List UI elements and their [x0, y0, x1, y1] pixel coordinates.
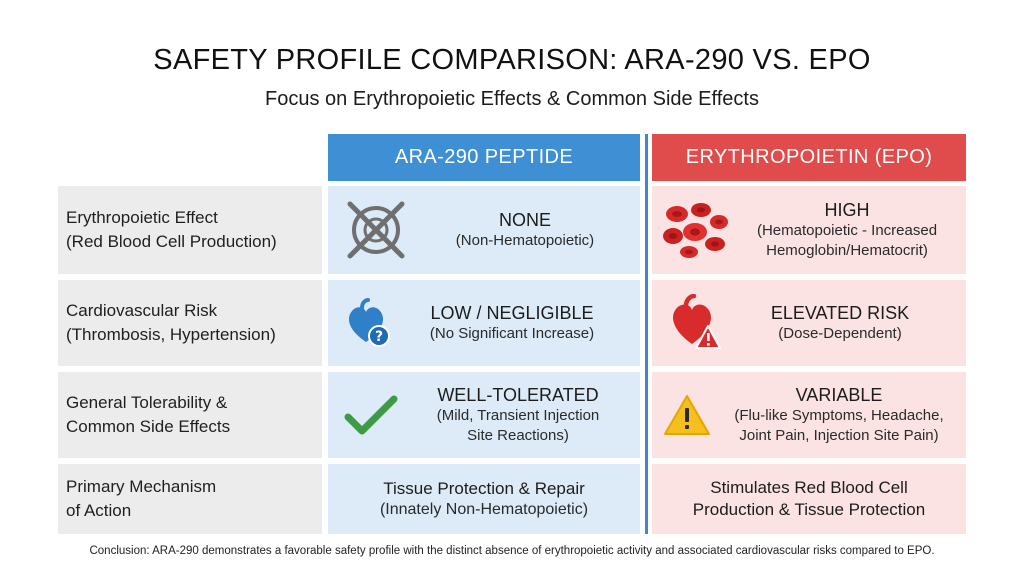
- row-label-primary-mechanism: Primary Mechanism of Action: [58, 464, 322, 534]
- cell-ara-general-tolerability: WELL-TOLERATED (Mild, Transient Injectio…: [328, 372, 640, 458]
- cell-text: ELEVATED RISK (Dose-Dependent): [738, 302, 966, 344]
- conclusion-footnote: Conclusion: ARA-290 demonstrates a favor…: [89, 545, 935, 557]
- row-label-line: General Tolerability &: [66, 393, 228, 412]
- cell-text: HIGH (Hematopoietic - Increased Hemoglob…: [738, 199, 966, 261]
- cell-sub-value: (Non-Hematopoietic): [455, 232, 595, 249]
- column-header-epo: ERYTHROPOIETIN (EPO): [652, 134, 966, 181]
- page-title: SAFETY PROFILE COMPARISON: ARA-290 VS. E…: [153, 44, 871, 76]
- column-header-ara-290: ARA-290 PEPTIDE: [328, 134, 640, 181]
- cell-sub-value: (Hematopoietic - Increased: [756, 222, 938, 239]
- cell-sub-value: (No Significant Increase): [429, 325, 595, 342]
- red-heart-warning-icon: [652, 294, 738, 352]
- cell-sub-value: (Dose-Dependent): [778, 325, 902, 342]
- cell-text: VARIABLE (Flu-like Symptoms, Headache, J…: [722, 384, 966, 446]
- cell-main-value: HIGH: [824, 200, 870, 220]
- cell-main-value: VARIABLE: [795, 385, 883, 405]
- cell-ara-cardiovascular-risk: ? LOW / NEGLIGIBLE (No Significant Incre…: [328, 280, 640, 366]
- cell-sub-value: (Mild, Transient Injection: [436, 407, 600, 424]
- cell-main-value: WELL-TOLERATED: [437, 385, 599, 405]
- cell-main-value: NONE: [498, 210, 551, 230]
- row-label-line: of Action: [66, 501, 132, 520]
- cell-ara-erythropoietic-effect: NONE (Non-Hematopoietic): [328, 186, 640, 274]
- cell-mechanism-line: Production & Tissue Protection: [692, 500, 926, 519]
- blue-heart-question-icon: ?: [328, 298, 408, 348]
- green-checkmark-icon: [328, 393, 414, 437]
- cell-epo-primary-mechanism: Stimulates Red Blood Cell Production & T…: [652, 464, 966, 534]
- warning-triangle-icon: [652, 393, 722, 437]
- svg-text:?: ?: [375, 329, 383, 345]
- red-blood-cells-icon: [652, 200, 738, 260]
- row-label-line: (Thrombosis, Hypertension): [66, 325, 276, 344]
- cell-ara-primary-mechanism: Tissue Protection & Repair (Innately Non…: [328, 464, 640, 534]
- cell-sub-value: Hemoglobin/Hematocrit): [766, 242, 928, 259]
- row-label-general-tolerability: General Tolerability & Common Side Effec…: [58, 372, 322, 458]
- page-subtitle: Focus on Erythropoietic Effects & Common…: [265, 88, 759, 110]
- crossed-out-cell-icon: [328, 198, 424, 262]
- cell-epo-erythropoietic-effect: HIGH (Hematopoietic - Increased Hemoglob…: [652, 186, 966, 274]
- column-divider: [645, 134, 648, 534]
- cell-text: NONE (Non-Hematopoietic): [424, 209, 640, 251]
- cell-epo-cardiovascular-risk: ELEVATED RISK (Dose-Dependent): [652, 280, 966, 366]
- cell-mechanism-line: Stimulates Red Blood Cell: [710, 478, 908, 497]
- cell-mechanism-line: Tissue Protection & Repair: [383, 479, 585, 498]
- row-label-line: Common Side Effects: [66, 417, 231, 436]
- row-label-cardiovascular-risk: Cardiovascular Risk (Thrombosis, Hyperte…: [58, 280, 322, 366]
- row-label-line: Primary Mechanism: [66, 477, 217, 496]
- cell-sub-value: Joint Pain, Injection Site Pain): [739, 427, 939, 444]
- row-label-line: (Red Blood Cell Production): [66, 232, 277, 251]
- row-label-line: Erythropoietic Effect: [66, 208, 218, 227]
- cell-sub-value: (Flu-like Symptoms, Headache,: [734, 407, 944, 424]
- cell-sub-value: Site Reactions): [467, 427, 569, 444]
- cell-main-value: LOW / NEGLIGIBLE: [430, 303, 594, 323]
- row-label-erythropoietic-effect: Erythropoietic Effect (Red Blood Cell Pr…: [58, 186, 322, 274]
- cell-text: Tissue Protection & Repair (Innately Non…: [328, 478, 640, 520]
- cell-main-value: ELEVATED RISK: [770, 303, 910, 323]
- cell-text: WELL-TOLERATED (Mild, Transient Injectio…: [414, 384, 640, 446]
- cell-text: LOW / NEGLIGIBLE (No Significant Increas…: [408, 302, 640, 344]
- cell-text: Stimulates Red Blood Cell Production & T…: [652, 477, 966, 521]
- row-label-line: Cardiovascular Risk: [66, 301, 218, 320]
- cell-mechanism-line: (Innately Non-Hematopoietic): [379, 501, 589, 518]
- cell-epo-general-tolerability: VARIABLE (Flu-like Symptoms, Headache, J…: [652, 372, 966, 458]
